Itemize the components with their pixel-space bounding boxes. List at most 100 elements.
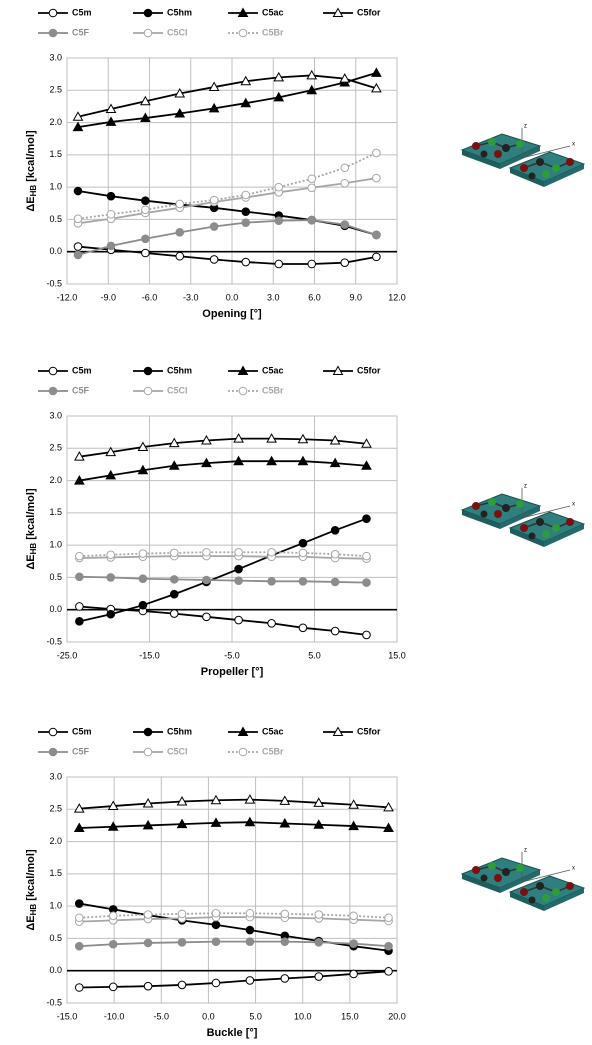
marker — [203, 576, 211, 584]
marker — [246, 938, 254, 946]
marker — [74, 215, 82, 223]
marker — [178, 981, 186, 989]
legend-marker — [49, 29, 57, 37]
y-axis-label-part: [kcal/mol] — [25, 130, 37, 185]
legend-label: C5m — [72, 365, 92, 375]
marker — [176, 229, 184, 237]
marker — [341, 164, 349, 172]
legend-marker — [49, 9, 57, 17]
y-axis-label: ΔEHB [kcal/mol] — [25, 488, 38, 570]
legend-label: C5m — [72, 7, 92, 17]
marker — [275, 217, 283, 225]
marker — [107, 242, 115, 250]
marker — [74, 251, 82, 259]
marker — [373, 231, 381, 239]
x-tick-label: 3.0 — [267, 292, 280, 302]
x-tick-label: 0.0 — [202, 1011, 215, 1021]
x-tick-label: 5.0 — [308, 650, 321, 660]
plot-area — [67, 777, 397, 1003]
x-tick-label: 15.0 — [341, 1011, 359, 1021]
marker — [170, 590, 178, 598]
chart-panel: -0.50.00.51.01.52.02.53.0-15.0-10.0-5.00… — [25, 726, 406, 1039]
marker — [268, 619, 276, 627]
x-tick-label: 20.0 — [388, 1011, 406, 1021]
marker — [268, 548, 276, 556]
molecule-image — [462, 124, 584, 187]
marker — [74, 243, 82, 251]
marker — [139, 575, 147, 583]
y-tick-label: 0.5 — [49, 933, 62, 943]
x-tick-label: -9.0 — [100, 292, 116, 302]
y-tick-label: 2.0 — [49, 836, 62, 846]
marker — [246, 926, 254, 934]
marker — [75, 914, 83, 922]
legend-label: C5Cl — [167, 746, 188, 756]
marker — [142, 206, 150, 214]
marker — [242, 208, 250, 216]
y-tick-label: 0.0 — [49, 604, 62, 614]
marker — [142, 235, 150, 243]
y-axis-label: ΔEHB [kcal/mol] — [25, 130, 38, 212]
legend-label: C5ac — [262, 365, 284, 375]
y-tick-label: -0.5 — [46, 636, 62, 646]
marker — [275, 183, 283, 191]
y-axis-label-part: HB — [29, 904, 38, 916]
y-axis-label-part: ΔE — [25, 554, 37, 569]
marker — [107, 574, 115, 582]
x-tick-label: 5.0 — [249, 1011, 262, 1021]
legend-label: C5Cl — [167, 385, 188, 395]
marker — [331, 526, 339, 534]
y-tick-label: 2.0 — [49, 475, 62, 485]
legend-marker — [144, 728, 152, 736]
legend-label: C5for — [357, 726, 381, 736]
y-tick-label: 1.5 — [49, 868, 62, 878]
marker — [212, 909, 220, 917]
y-tick-label: 1.0 — [49, 540, 62, 550]
marker — [235, 548, 243, 556]
x-tick-label: -3.0 — [183, 292, 199, 302]
marker — [210, 256, 218, 264]
y-axis-label-part: ΔE — [25, 196, 37, 211]
marker — [373, 149, 381, 157]
marker — [242, 219, 250, 227]
legend-label: C5Cl — [167, 27, 188, 37]
marker — [363, 515, 371, 523]
y-axis-label-part: HB — [29, 185, 38, 197]
x-tick-label: -25.0 — [57, 650, 78, 660]
x-tick-label: 9.0 — [349, 292, 362, 302]
marker — [341, 259, 349, 267]
marker — [242, 258, 250, 266]
marker — [363, 631, 371, 639]
y-tick-label: 2.5 — [49, 85, 62, 95]
legend-marker — [144, 367, 152, 375]
y-tick-label: 0.5 — [49, 572, 62, 582]
marker — [308, 175, 316, 183]
marker — [308, 216, 316, 224]
marker — [210, 196, 218, 204]
chart-panel: -0.50.00.51.01.52.02.53.0-25.0-15.0-5.05… — [25, 365, 406, 678]
marker — [350, 912, 358, 920]
legend-marker — [49, 728, 57, 736]
y-tick-label: -0.5 — [46, 278, 62, 288]
y-tick-label: 3.0 — [49, 771, 62, 781]
marker — [246, 977, 254, 985]
legend-label: C5m — [72, 726, 92, 736]
marker — [281, 910, 289, 918]
y-axis-label-part: [kcal/mol] — [25, 488, 37, 543]
marker — [203, 548, 211, 556]
legend-label: C5for — [357, 365, 381, 375]
y-tick-label: -0.5 — [46, 997, 62, 1007]
marker — [170, 576, 178, 584]
legend-label: C5ac — [262, 7, 284, 17]
marker — [242, 191, 250, 199]
marker — [331, 578, 339, 586]
marker — [144, 911, 152, 919]
marker — [139, 550, 147, 558]
marker — [308, 184, 316, 192]
x-axis-label: Propeller [°] — [201, 666, 264, 678]
y-tick-label: 0.5 — [49, 214, 62, 224]
x-tick-label: 6.0 — [308, 292, 321, 302]
y-tick-label: 0.0 — [49, 965, 62, 975]
marker — [107, 610, 115, 618]
x-tick-label: -12.0 — [57, 292, 78, 302]
